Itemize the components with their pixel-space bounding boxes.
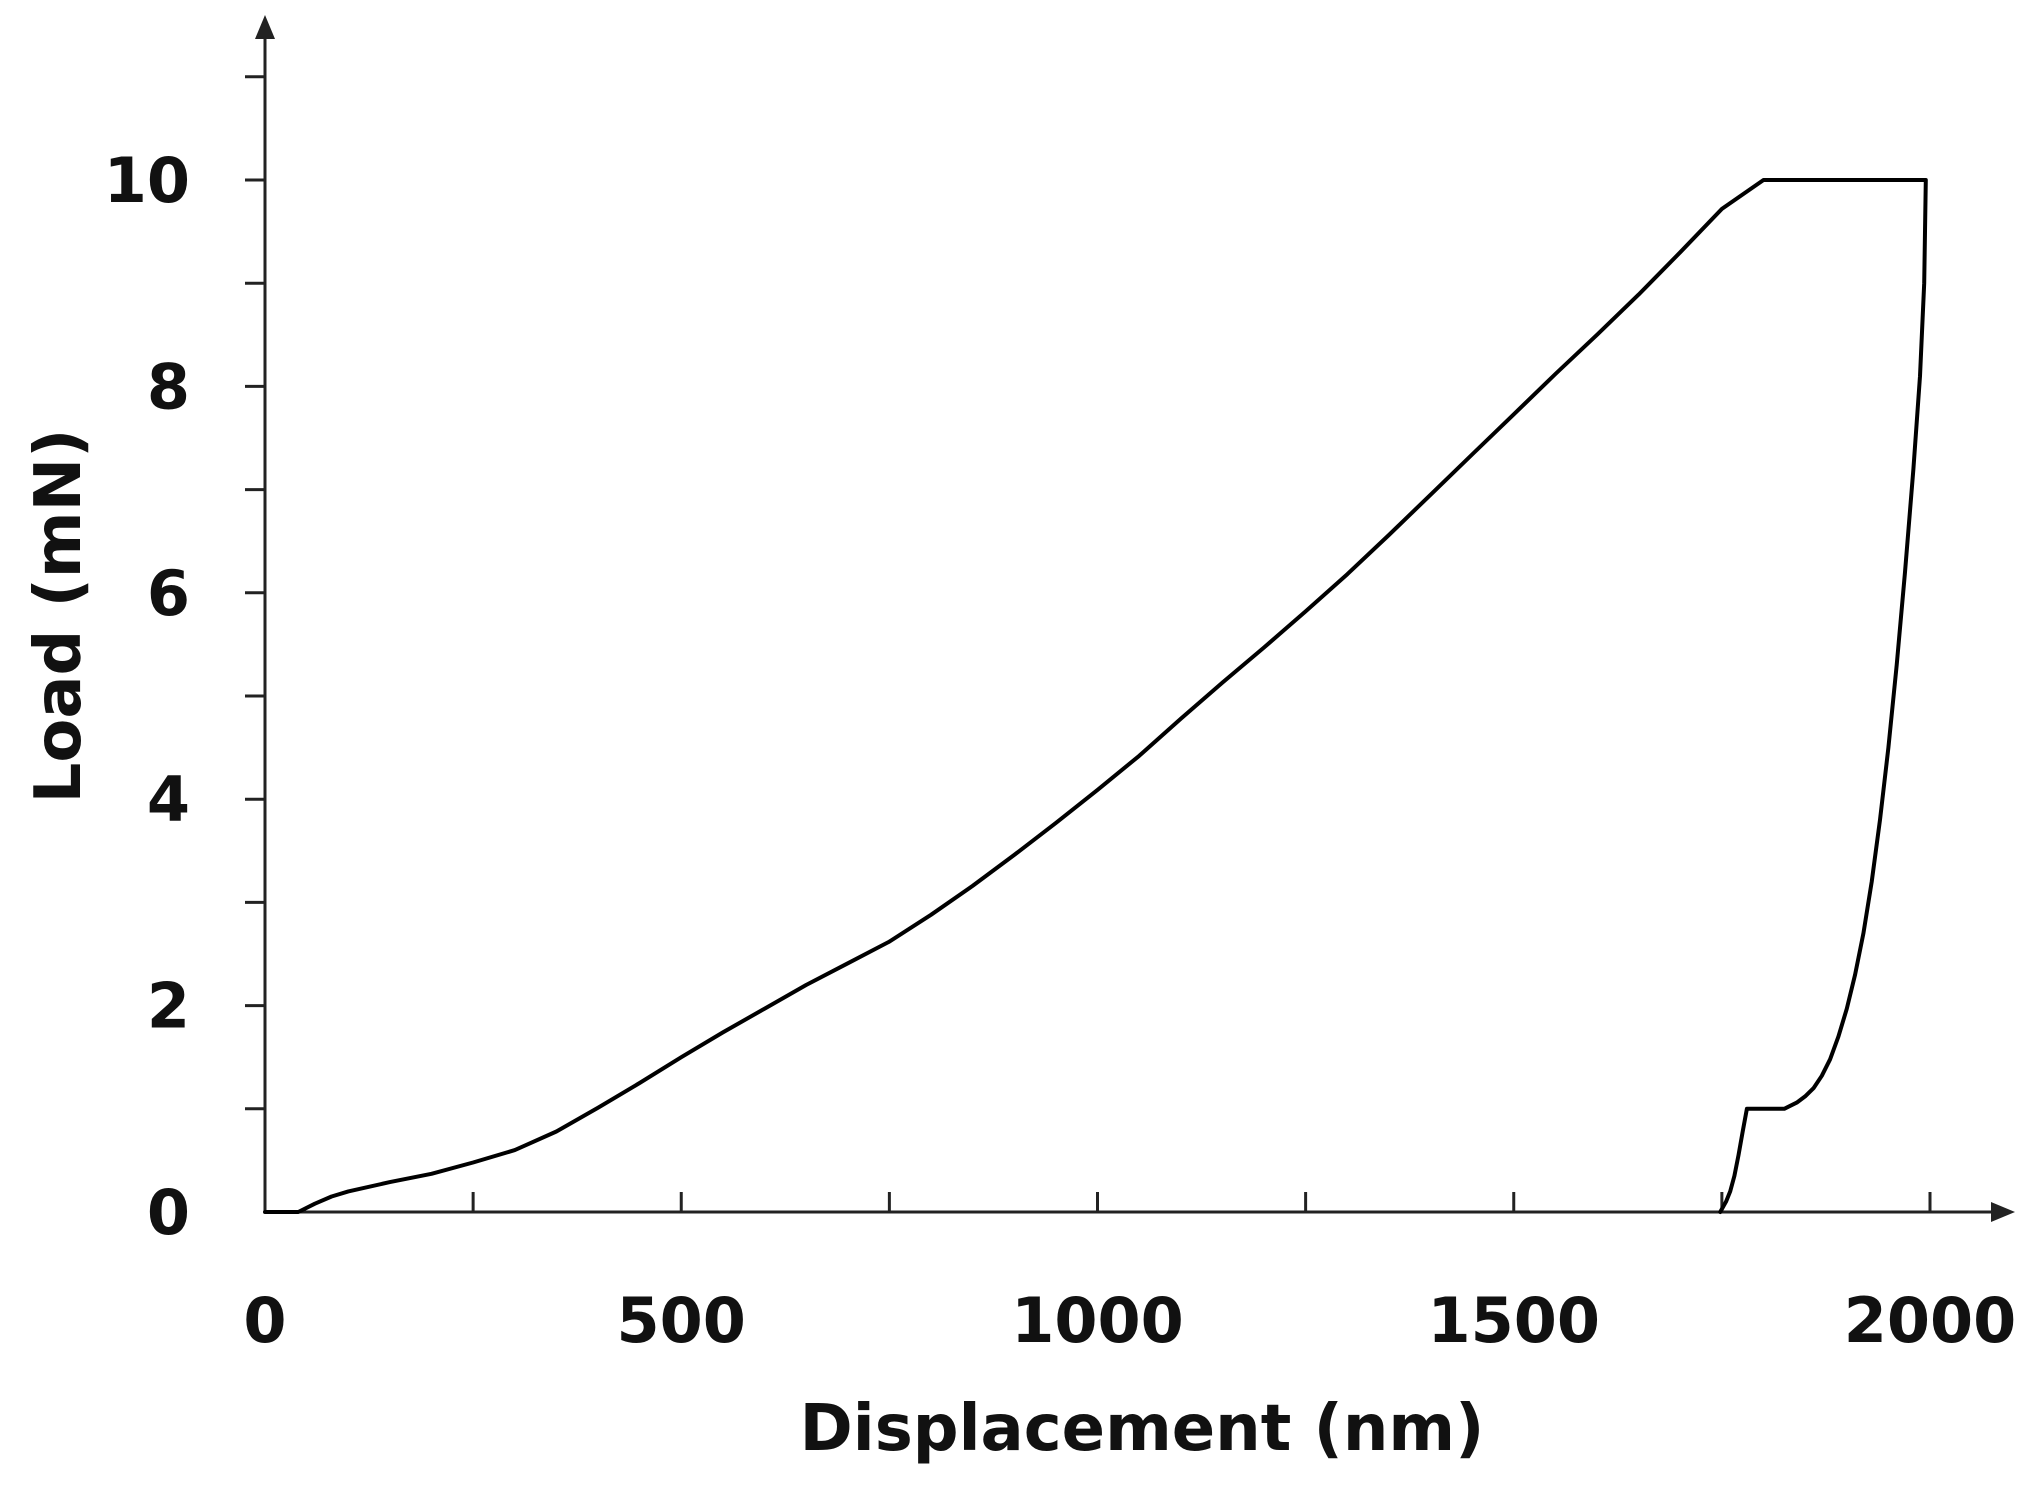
y-tick-label: 4 [147,763,190,836]
series-line [263,178,1928,1214]
x-tick-label: 0 [243,1284,286,1357]
y-tick-label: 6 [147,557,190,630]
x-axis-ticks [471,1192,1932,1212]
series-layer [263,178,1928,1214]
x-tick-label: 1000 [1011,1284,1184,1357]
y-tick-label: 10 [104,144,190,217]
x-axis-tick-labels: 0 500 1000 1500 2000 [243,1284,2016,1357]
x-tick-label: 500 [617,1284,746,1357]
y-axis-arrow-icon [255,15,275,39]
x-axis-arrow-icon [1991,1202,2015,1222]
y-axis-tick-labels: 0 2 4 6 8 10 [104,144,190,1249]
y-tick-label: 0 [147,1176,190,1249]
y-tick-label: 2 [147,970,190,1043]
y-axis-title: Load (mN) [22,429,96,804]
x-axis-title: Displacement (nm) [800,1392,1485,1466]
x-tick-label: 2000 [1844,1284,2017,1357]
x-tick-label: 1500 [1427,1284,1600,1357]
y-tick-label: 8 [147,350,190,423]
y-axis-ticks [245,75,265,1111]
